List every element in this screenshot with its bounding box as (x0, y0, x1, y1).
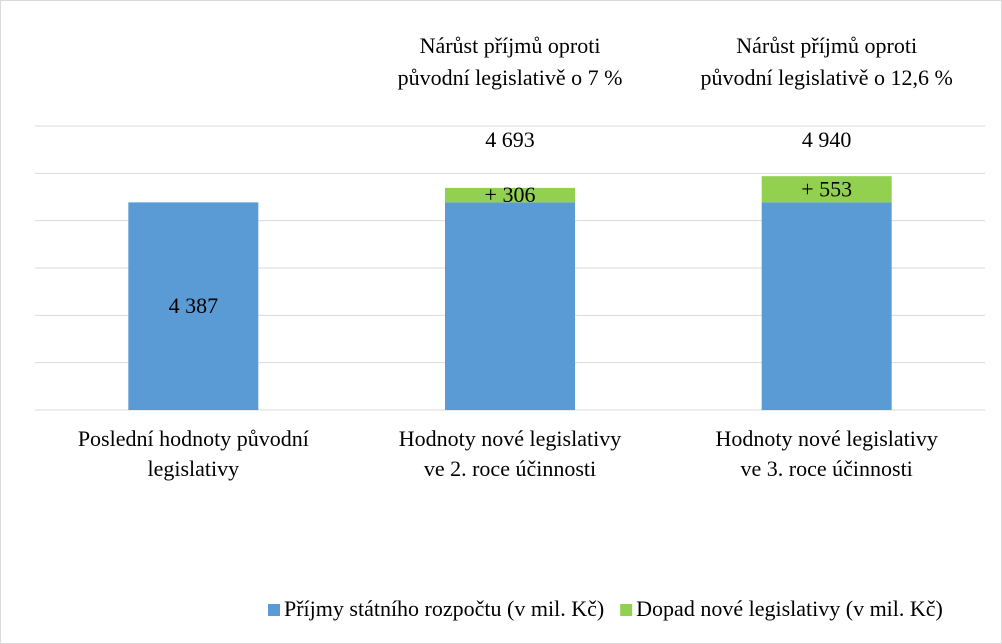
data-label: + 553 (801, 176, 852, 201)
x-tick-label: legislativy (148, 456, 240, 481)
data-label: 4 387 (169, 293, 219, 318)
annotation: Nárůst příjmů oproti (736, 33, 917, 58)
total-label: 4 693 (485, 127, 535, 152)
annotation: původní legislativě o 7 % (398, 65, 623, 90)
bar-segment (445, 202, 575, 410)
bar-segment (128, 202, 259, 410)
bar-segment (445, 187, 575, 203)
annotation: původní legislativě o 12,6 % (700, 65, 952, 90)
total-label: 4 940 (802, 127, 852, 152)
legend-label: Příjmy státního rozpočtu (v mil. Kč) (284, 596, 604, 621)
legend-swatch (268, 604, 280, 616)
x-tick-label: Hodnoty nové legislativy (715, 426, 937, 451)
bar-segment (761, 176, 892, 203)
legend-label: Dopad nové legislativy (v mil. Kč) (636, 596, 943, 621)
x-tick-label: Poslední hodnoty původní (78, 426, 309, 451)
x-tick-label: Hodnoty nové legislativy (399, 426, 621, 451)
x-tick-label: ve 2. roce účinnosti (424, 456, 596, 481)
bar-segment (761, 202, 892, 410)
legend-swatch (620, 604, 633, 616)
x-tick-label: ve 3. roce účinnosti (741, 456, 913, 481)
data-label: + 306 (485, 182, 536, 207)
annotation: Nárůst příjmů oproti (420, 33, 601, 58)
